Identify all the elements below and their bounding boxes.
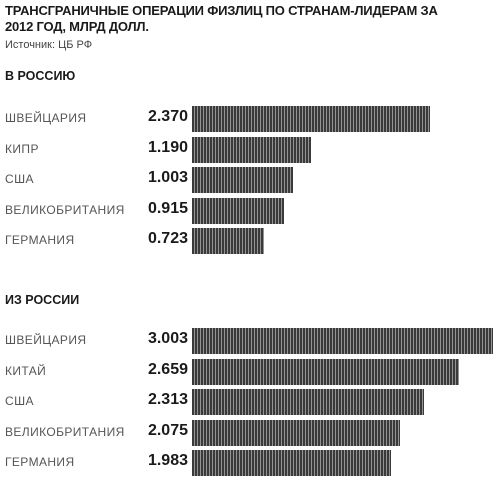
category-label: ГЕРМАНИЯ — [5, 455, 75, 469]
category-label: ВЕЛИКОБРИТАНИЯ — [5, 424, 125, 439]
section-title-to-russia: В РОССИЮ — [5, 69, 76, 83]
bar-row: ГЕРМАНИЯ 1.983 — [0, 448, 500, 477]
bar — [192, 450, 391, 476]
value-label: 2.313 — [147, 391, 188, 408]
bar — [192, 136, 311, 163]
category-label: США — [5, 394, 34, 408]
value-label: 0.915 — [147, 199, 188, 217]
bar — [192, 328, 493, 354]
value-label: 2.370 — [147, 108, 188, 125]
value-label: 2.075 — [147, 421, 188, 439]
bar — [192, 358, 459, 385]
bar-row: ГЕРМАНИЯ 0.723 — [0, 226, 500, 255]
section-title-from-russia: ИЗ РОССИИ — [5, 293, 80, 307]
bar-row: ВЕЛИКОБРИТАНИЯ 0.915 — [0, 196, 500, 225]
value-label: 1.190 — [147, 138, 188, 156]
bar-row: ВЕЛИКОБРИТАНИЯ 2.075 — [0, 418, 500, 447]
value-label: 1.003 — [147, 169, 188, 186]
value-label: 3.003 — [147, 330, 188, 347]
bar — [192, 167, 293, 193]
category-label: США — [5, 172, 34, 186]
bar — [192, 106, 430, 132]
value-label: 1.983 — [147, 452, 188, 469]
bar-row: ШВЕЙЦАРИЯ 3.003 — [0, 326, 500, 355]
category-label: ВЕЛИКОБРИТАНИЯ — [5, 202, 125, 217]
bar — [192, 419, 400, 446]
category-label: ГЕРМАНИЯ — [5, 233, 75, 247]
bar — [192, 228, 264, 254]
category-label: ШВЕЙЦАРИЯ — [5, 333, 87, 347]
bar-row: США 2.313 — [0, 387, 500, 416]
category-label: КИТАЙ — [5, 363, 47, 378]
value-label: 0.723 — [147, 230, 188, 247]
category-label: КИПР — [5, 141, 39, 156]
bar — [192, 197, 284, 224]
bar-row: КИПР 1.190 — [0, 135, 500, 164]
bar-row: ШВЕЙЦАРИЯ 2.370 — [0, 104, 500, 133]
value-label: 2.659 — [147, 360, 188, 378]
source-note: Источник: ЦБ РФ — [5, 39, 93, 51]
bar — [192, 389, 424, 415]
bar-row: КИТАЙ 2.659 — [0, 357, 500, 386]
chart-title: ТРАНСГРАНИЧНЫЕ ОПЕРАЦИИ ФИЗЛИЦ ПО СТРАНА… — [5, 3, 438, 34]
category-label: ШВЕЙЦАРИЯ — [5, 111, 87, 125]
bar-row: США 1.003 — [0, 165, 500, 194]
